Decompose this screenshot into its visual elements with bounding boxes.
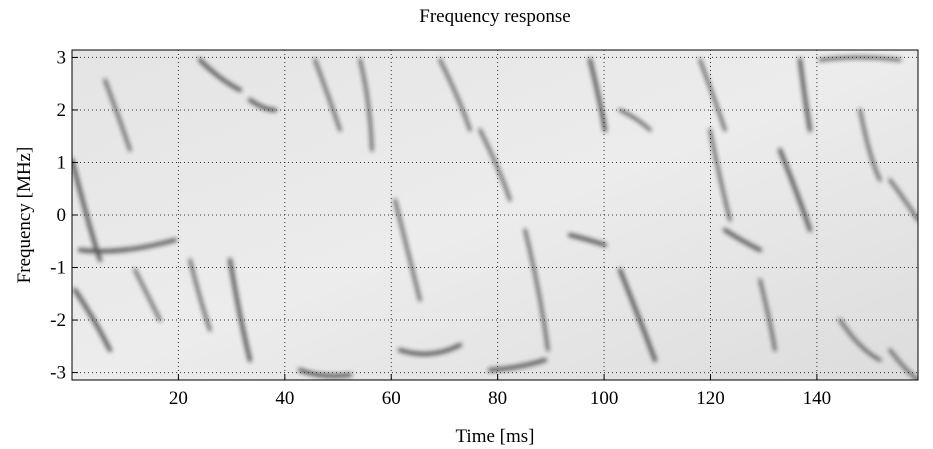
x-tick-label: 40 <box>275 388 294 409</box>
y-tick-label: 3 <box>57 47 67 68</box>
x-tick-label: 20 <box>169 388 188 409</box>
y-tick-label: 2 <box>57 100 67 121</box>
x-tick-label: 140 <box>803 388 832 409</box>
y-tick-label: -2 <box>50 310 66 331</box>
y-tick-label: -1 <box>50 258 66 279</box>
x-tick-label: 120 <box>696 388 725 409</box>
chart-title: Frequency response <box>419 6 570 27</box>
x-tick-label: 100 <box>590 388 619 409</box>
x-tick-label: 80 <box>488 388 507 409</box>
y-axis-label: Frequency [MHz] <box>14 147 35 284</box>
y-tick-label: 0 <box>57 205 67 226</box>
x-tick-label: 60 <box>382 388 401 409</box>
heatmap-image <box>72 50 918 380</box>
x-axis-label: Time [ms] <box>455 426 534 447</box>
y-tick-label: 1 <box>57 152 67 173</box>
y-tick-label: -3 <box>50 363 66 384</box>
